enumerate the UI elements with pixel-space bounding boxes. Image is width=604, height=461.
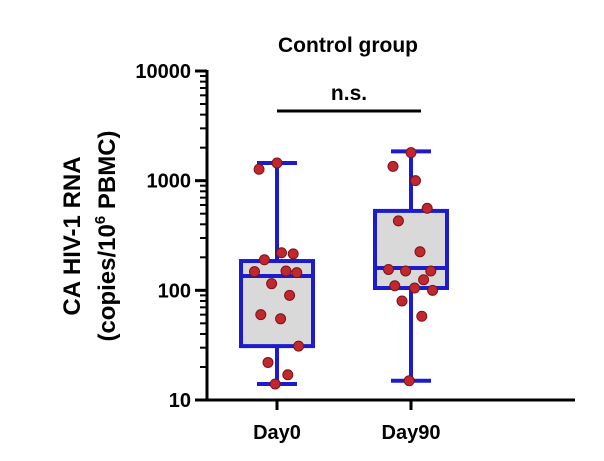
data-point	[293, 340, 305, 352]
significance-annotation: n.s.	[277, 82, 421, 113]
data-point	[291, 267, 303, 279]
data-point	[276, 247, 287, 259]
y-tick-label: 1000	[147, 171, 192, 193]
data-point	[421, 202, 433, 214]
x-tick-label: Day0	[253, 422, 301, 444]
data-point	[396, 295, 408, 307]
y-label-suffix: PBMC)	[94, 130, 121, 215]
data-point	[249, 266, 260, 278]
box-iqr	[373, 208, 449, 291]
chart-title: Control group	[278, 34, 418, 57]
data-point	[255, 309, 267, 321]
y-axis-label-line2: (copies/106 PBMC)	[92, 130, 121, 341]
y-label-superscript: 6	[92, 216, 109, 224]
y-axis-label: CA HIV-1 RNA (copies/106 PBMC)	[59, 130, 121, 341]
significance-label: n.s.	[331, 82, 367, 105]
data-point	[262, 356, 274, 368]
data-point	[253, 163, 265, 175]
axes: 10 100 1000 10000 Day0 Day90	[135, 61, 575, 444]
data-point	[425, 265, 437, 277]
data-point	[271, 157, 283, 169]
data-point	[387, 160, 399, 172]
data-point	[400, 265, 412, 277]
y-tick-label: 10000	[135, 61, 191, 83]
y-label-prefix: (copies/10	[94, 224, 121, 341]
data-point	[383, 263, 394, 275]
box-day90	[373, 147, 449, 387]
data-point	[414, 246, 426, 258]
data-point	[410, 175, 421, 187]
data-point	[258, 254, 270, 266]
y-tick-label: 100	[158, 280, 191, 302]
boxes	[239, 147, 449, 390]
data-point	[269, 378, 281, 390]
data-point	[275, 313, 287, 325]
data-point	[287, 248, 299, 260]
data-point	[416, 310, 428, 322]
box-day0	[239, 157, 315, 390]
data-point	[409, 282, 421, 294]
data-point	[418, 274, 430, 286]
x-tick-label: Day90	[382, 422, 441, 444]
data-point	[427, 284, 439, 296]
data-point	[389, 280, 401, 292]
data-point	[403, 375, 415, 387]
data-point	[280, 265, 292, 277]
data-point	[405, 147, 417, 159]
y-axis-label-line1: CA HIV-1 RNA	[59, 156, 86, 315]
data-point	[392, 215, 404, 227]
y-tick-label: 10	[169, 390, 191, 412]
data-point	[284, 289, 296, 301]
data-point	[282, 369, 294, 381]
data-point	[266, 278, 278, 290]
